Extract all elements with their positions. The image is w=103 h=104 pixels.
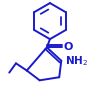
Text: O: O (63, 42, 73, 52)
Text: NH$_2$: NH$_2$ (65, 54, 88, 68)
